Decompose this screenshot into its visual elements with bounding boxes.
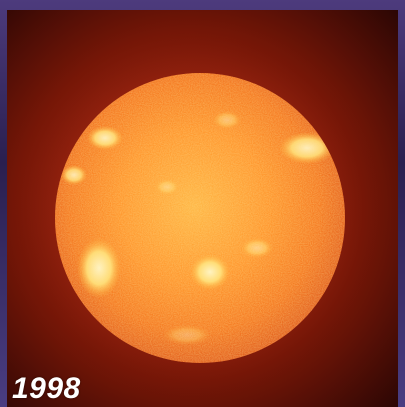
year-label: 1998 <box>12 372 81 405</box>
solar-image-panel: 1998 <box>7 10 398 407</box>
sun-disk-icon <box>12 30 388 406</box>
